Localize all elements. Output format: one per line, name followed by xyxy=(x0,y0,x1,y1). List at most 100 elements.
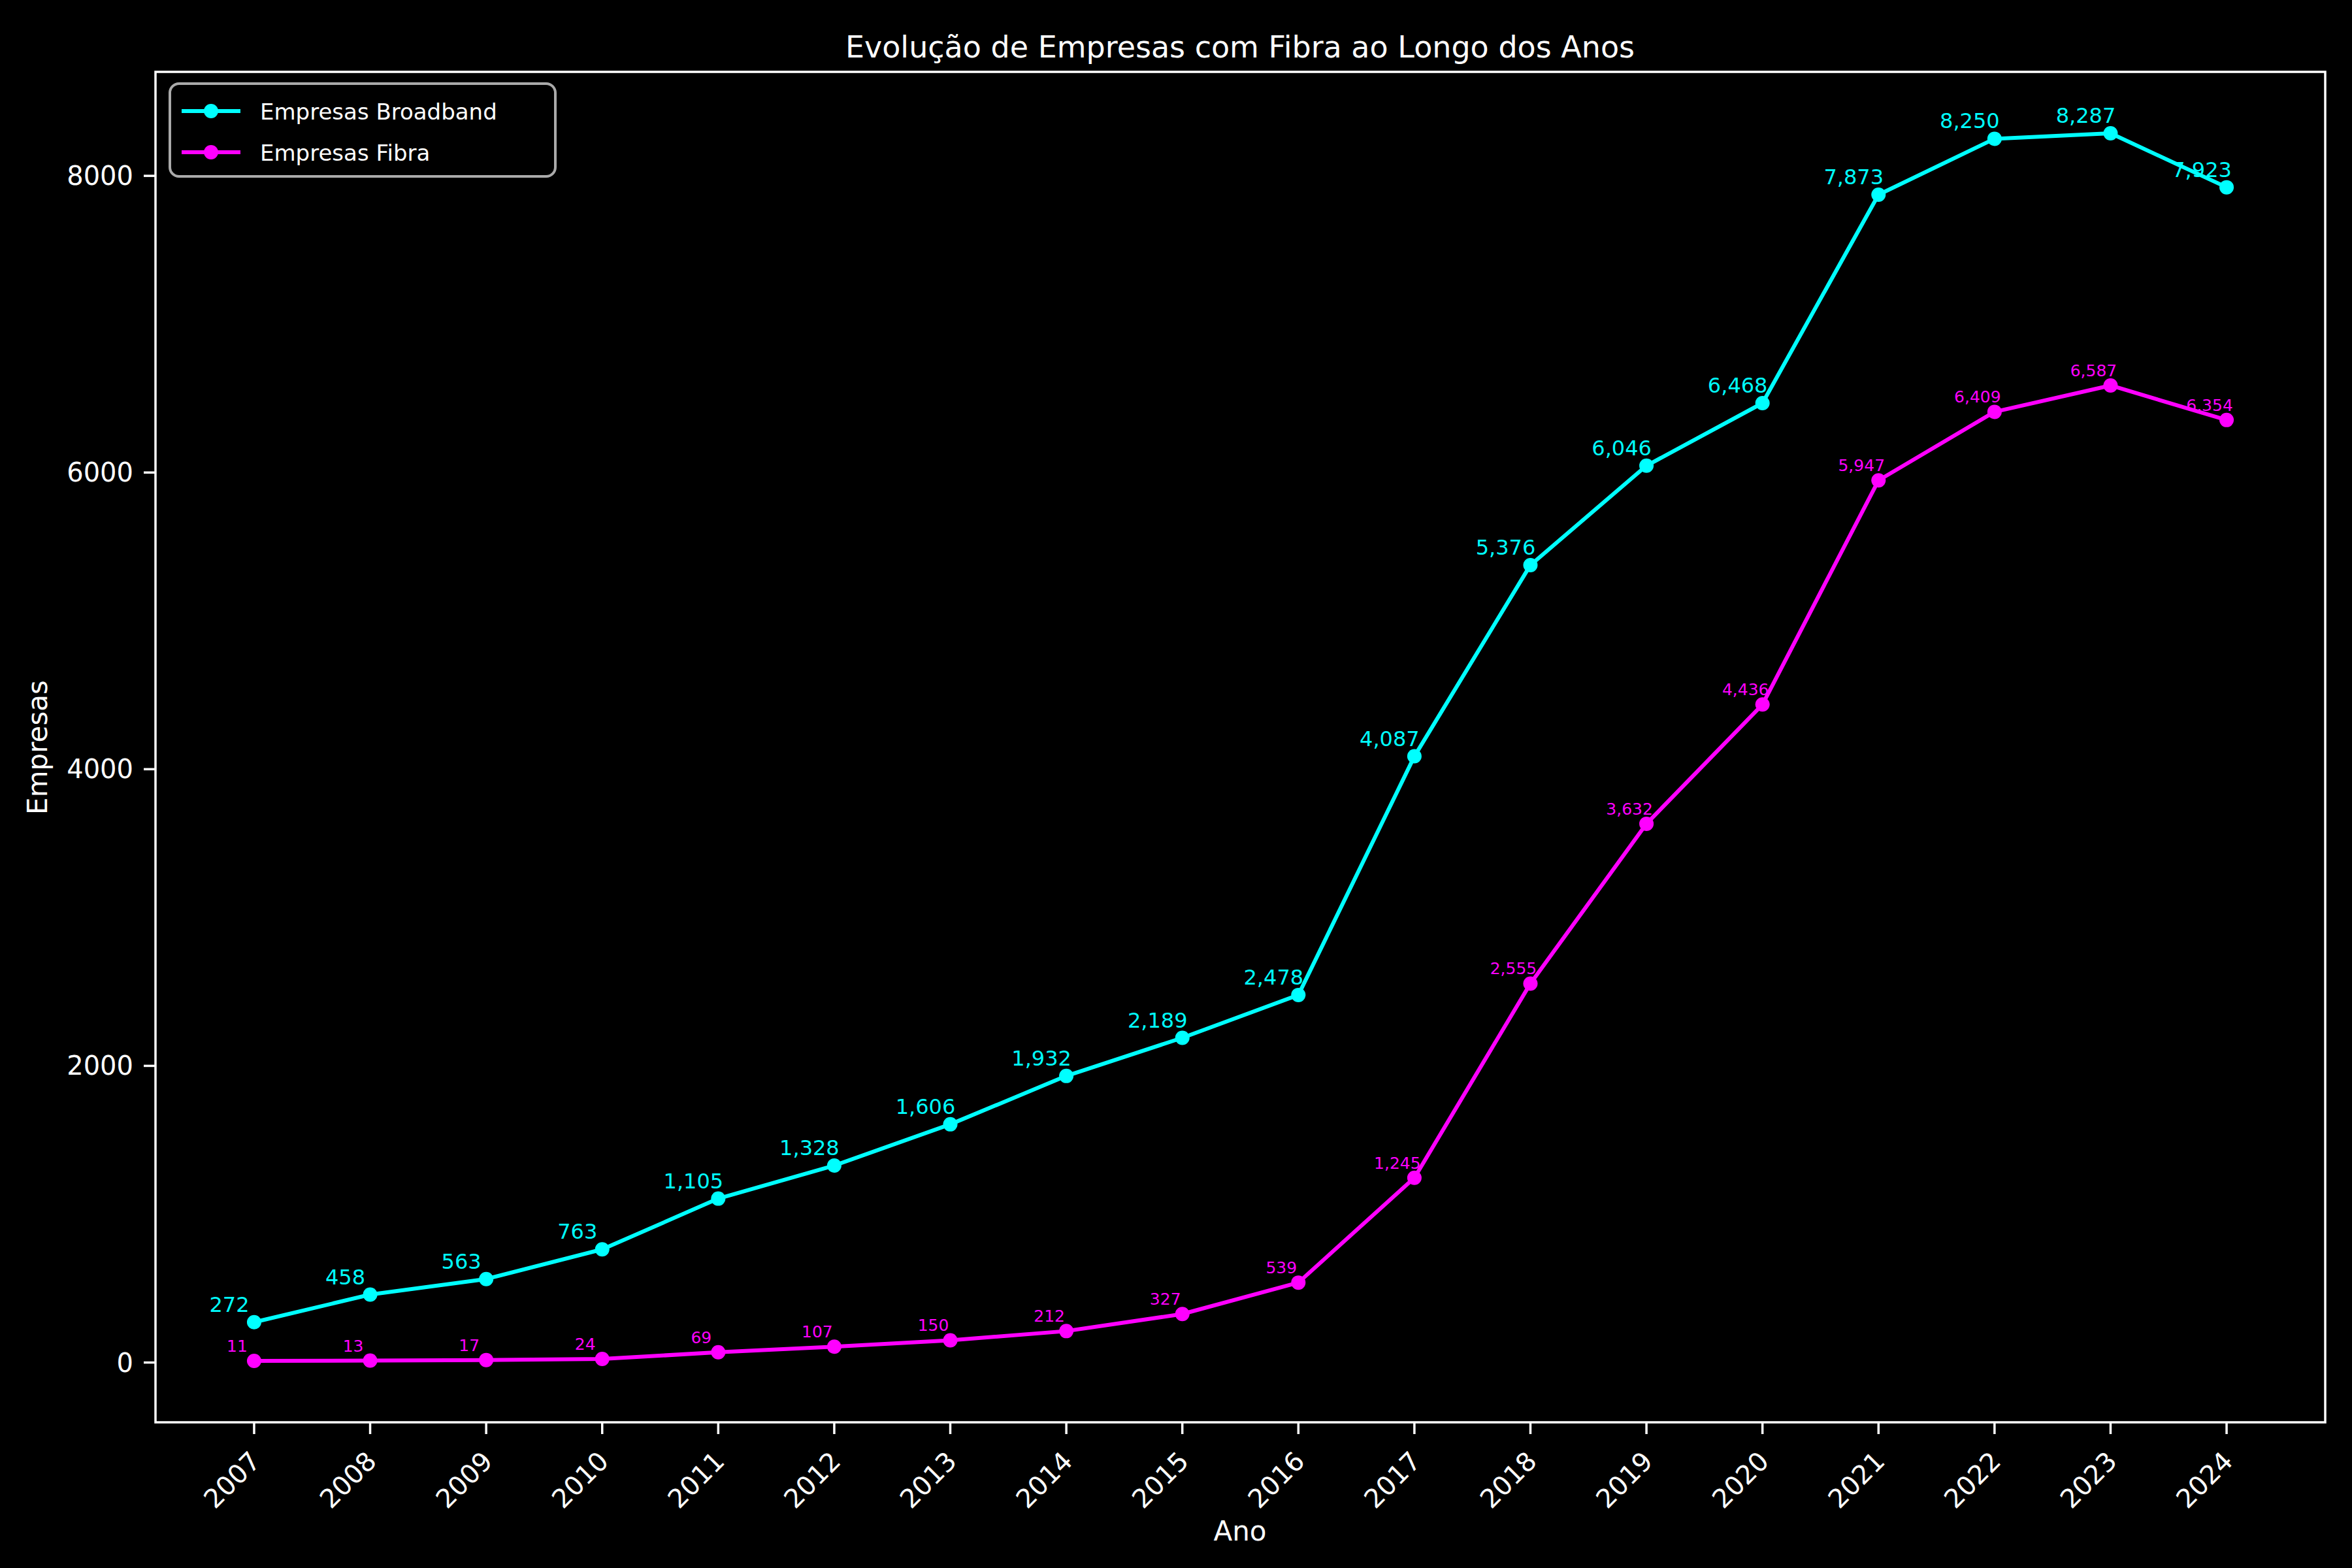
data-point-label: 24 xyxy=(575,1335,596,1354)
data-point-label: 1,932 xyxy=(1011,1046,1071,1071)
x-axis-label: Ano xyxy=(1213,1515,1266,1547)
plot-area-spines xyxy=(155,72,2325,1422)
data-point xyxy=(2103,378,2117,393)
data-point xyxy=(1639,817,1654,831)
data-point xyxy=(943,1117,958,1132)
x-tick-label: 2019 xyxy=(1590,1446,1659,1514)
legend-marker-broadband xyxy=(204,104,218,118)
x-tick-label: 2016 xyxy=(1242,1446,1311,1514)
x-tick-label: 2007 xyxy=(198,1446,267,1514)
data-point xyxy=(1987,131,2002,146)
data-point xyxy=(1175,1307,1190,1321)
data-point xyxy=(479,1272,493,1286)
data-point xyxy=(1756,697,1770,711)
data-point xyxy=(1639,459,1654,473)
data-point-label: 7,923 xyxy=(2172,157,2232,182)
data-point xyxy=(2103,126,2117,140)
data-point xyxy=(827,1158,841,1173)
data-point-label: 1,105 xyxy=(664,1169,724,1194)
data-point-label: 6,046 xyxy=(1592,436,1652,461)
data-point-label: 69 xyxy=(691,1328,711,1347)
data-point xyxy=(1756,396,1770,410)
y-axis-label: Empresas xyxy=(22,680,54,815)
data-point-label: 2,478 xyxy=(1243,965,1303,990)
data-point-label: 2,555 xyxy=(1490,959,1537,978)
x-tick-label: 2010 xyxy=(546,1446,615,1514)
data-point-label: 6,468 xyxy=(1708,373,1768,398)
data-point xyxy=(1407,1171,1422,1185)
data-point-label: 5,376 xyxy=(1476,535,1536,560)
data-point-label: 539 xyxy=(1266,1258,1297,1277)
y-tick-label: 8000 xyxy=(67,161,133,191)
data-point-label: 3,632 xyxy=(1606,800,1653,819)
data-point-label: 2,189 xyxy=(1128,1008,1188,1033)
chart-canvas: Evolução de Empresas com Fibra ao Longo … xyxy=(0,0,2352,1568)
data-point xyxy=(363,1354,378,1368)
data-point xyxy=(1291,988,1305,1002)
y-tick-label: 4000 xyxy=(67,754,133,784)
data-point xyxy=(1407,749,1422,764)
data-point xyxy=(1871,473,1886,487)
data-point xyxy=(363,1288,378,1302)
data-point xyxy=(1987,404,2002,419)
legend-label-broadband: Empresas Broadband xyxy=(260,99,497,125)
x-tick-label: 2023 xyxy=(2054,1446,2123,1514)
data-point-label: 7,873 xyxy=(1823,165,1884,189)
data-point xyxy=(711,1345,725,1360)
x-tick-label: 2022 xyxy=(1938,1446,2007,1514)
chart-title: Evolução de Empresas com Fibra ao Longo … xyxy=(845,29,1635,65)
data-point-label: 272 xyxy=(209,1292,249,1317)
legend-marker-fibra xyxy=(204,145,218,159)
data-point xyxy=(827,1339,841,1354)
x-tick-label: 2008 xyxy=(314,1446,382,1514)
legend: Empresas Broadband Empresas Fibra xyxy=(170,84,555,176)
legend-label-fibra: Empresas Fibra xyxy=(260,140,430,166)
data-point xyxy=(1059,1069,1073,1083)
data-point-label: 4,436 xyxy=(1722,680,1769,699)
data-point-label: 11 xyxy=(227,1337,248,1356)
y-tick-label: 0 xyxy=(117,1348,133,1378)
data-point-label: 327 xyxy=(1150,1290,1181,1309)
data-point-label: 212 xyxy=(1034,1307,1065,1326)
y-tick-label: 2000 xyxy=(67,1051,133,1081)
data-point xyxy=(247,1354,261,1368)
data-point xyxy=(1871,188,1886,202)
x-tick-label: 2009 xyxy=(430,1446,498,1514)
data-point xyxy=(1523,976,1537,990)
data-point xyxy=(1523,558,1537,572)
data-point-label: 6,587 xyxy=(2070,361,2117,380)
data-point xyxy=(247,1315,261,1330)
data-point-label: 763 xyxy=(557,1219,597,1244)
x-tick-label: 2011 xyxy=(662,1446,730,1514)
x-tick-label: 2017 xyxy=(1358,1446,1427,1514)
data-point xyxy=(1059,1324,1073,1338)
data-point xyxy=(1291,1275,1305,1290)
x-tick-label: 2024 xyxy=(2170,1446,2239,1514)
data-point xyxy=(595,1242,610,1256)
data-point xyxy=(711,1192,725,1206)
x-tick-label: 2013 xyxy=(894,1446,962,1514)
data-point xyxy=(943,1333,958,1347)
x-tick-label: 2021 xyxy=(1822,1446,1891,1514)
data-point xyxy=(479,1353,493,1367)
data-point-label: 4,087 xyxy=(1360,727,1420,751)
data-point-label: 5,947 xyxy=(1838,456,1885,475)
data-point xyxy=(1175,1031,1190,1045)
data-point-label: 107 xyxy=(802,1322,833,1341)
data-point-label: 13 xyxy=(343,1337,364,1356)
data-point xyxy=(595,1352,610,1366)
data-point xyxy=(2219,413,2234,427)
line-chart-figure: Evolução de Empresas com Fibra ao Longo … xyxy=(0,0,2352,1568)
x-tick-label: 2020 xyxy=(1707,1446,1775,1514)
data-point-label: 1,328 xyxy=(779,1135,840,1160)
data-point-label: 458 xyxy=(325,1265,365,1290)
x-tick-label: 2015 xyxy=(1126,1446,1195,1514)
x-tick-label: 2012 xyxy=(778,1446,847,1514)
data-point-label: 6,354 xyxy=(2186,396,2233,415)
data-point-label: 150 xyxy=(918,1316,949,1335)
data-point xyxy=(2219,180,2234,195)
y-tick-label: 6000 xyxy=(67,457,133,487)
data-point-label: 8,250 xyxy=(1940,108,2000,133)
data-point-label: 17 xyxy=(459,1336,480,1355)
data-point-label: 8,287 xyxy=(2056,103,2116,128)
